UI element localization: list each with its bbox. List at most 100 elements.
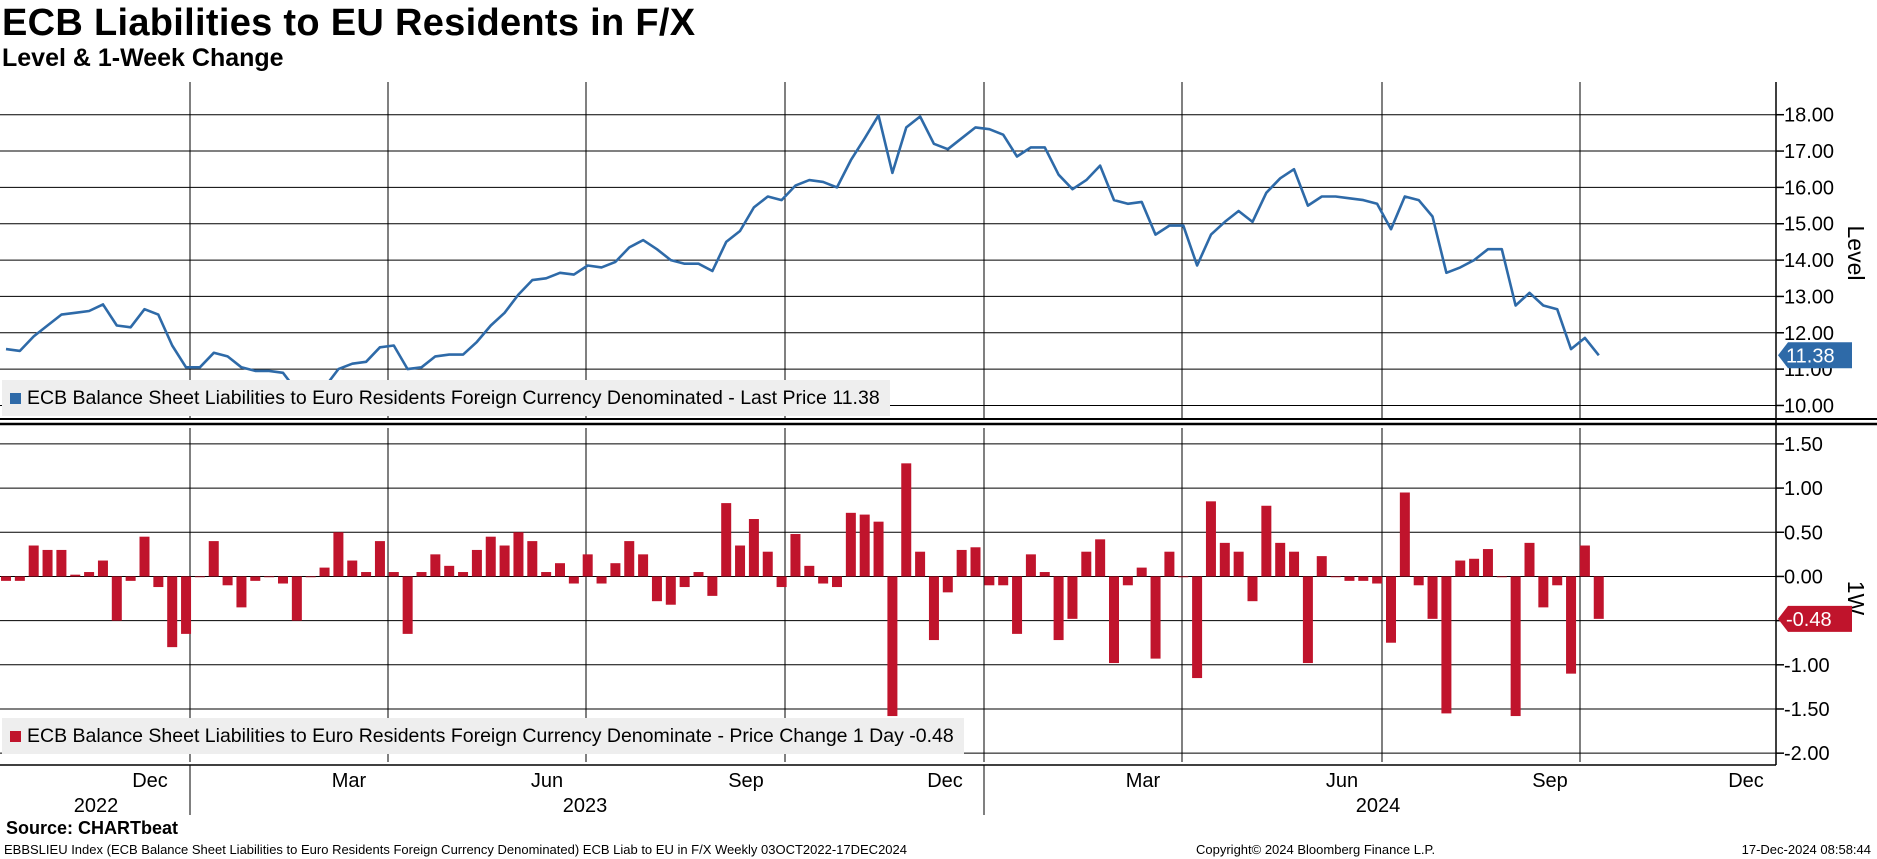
change-legend-label: ECB Balance Sheet Liabilities to Euro Re…: [27, 724, 954, 747]
x-month-label: Dec: [927, 770, 963, 792]
change-bar: [513, 532, 524, 577]
level-axis-tick-label: 16.00: [1784, 177, 1834, 199]
change-bar: [499, 545, 510, 577]
change-bar: [776, 576, 787, 588]
change-bar: [485, 536, 496, 577]
change-bar: [1205, 501, 1216, 577]
change-bar: [333, 532, 344, 577]
change-bar: [1247, 576, 1258, 602]
x-month-label: Dec: [1728, 770, 1764, 792]
footer-timestamp: 17-Dec-2024 08:58:44: [1741, 842, 1871, 857]
x-year-label: 2023: [563, 795, 608, 817]
x-month-label: Sep: [728, 770, 764, 792]
change-legend-swatch: [10, 730, 21, 742]
change-bar: [555, 563, 565, 577]
level-axis-tick-label: 15.00: [1784, 214, 1834, 236]
change-bar: [278, 576, 288, 584]
level-legend: ECB Balance Sheet Liabilities to Euro Re…: [2, 380, 890, 416]
change-bar: [832, 576, 842, 588]
change-bar: [1552, 576, 1563, 586]
change-bar: [527, 541, 538, 577]
level-last-value-tag: 11.38: [1778, 342, 1852, 369]
change-bar: [762, 551, 773, 577]
change-bar: [956, 549, 967, 577]
change-axis-tick-label: 1.50: [1784, 434, 1823, 456]
change-bar: [582, 554, 593, 577]
change-bar: [1164, 551, 1175, 577]
change-bar: [596, 576, 607, 584]
change-bar: [1302, 576, 1313, 664]
level-last-value-tag-text: 11.38: [1786, 345, 1835, 367]
change-last-value-tag-text: -0.48: [1786, 609, 1832, 631]
change-bar: [1233, 551, 1244, 577]
level-axis-tick-label: 14.00: [1784, 250, 1834, 272]
change-bar: [14, 576, 25, 581]
change-bar: [818, 576, 829, 584]
change-bar: [942, 576, 953, 593]
change-bar: [1593, 576, 1604, 619]
level-axis-title: Level: [1843, 226, 1869, 281]
change-bar: [42, 549, 53, 577]
x-month-label: Dec: [132, 770, 168, 792]
footer-copyright: Copyright© 2024 Bloomberg Finance L.P.: [1196, 842, 1436, 857]
change-bar: [1178, 576, 1189, 578]
change-bar: [610, 563, 621, 577]
change-bar: [1566, 576, 1577, 674]
change-bar: [1067, 576, 1078, 619]
x-month-label: Sep: [1532, 770, 1568, 792]
change-bar: [236, 576, 247, 608]
x-year-label: 2022: [74, 795, 119, 817]
change-bar: [1261, 505, 1272, 577]
change-bar: [873, 521, 884, 577]
change-bar: [693, 572, 704, 577]
level-legend-label: ECB Balance Sheet Liabilities to Euro Re…: [27, 386, 880, 409]
change-bar: [471, 549, 482, 577]
change-bar: [1441, 576, 1452, 714]
change-bar: [444, 565, 455, 577]
change-last-value-tag-shape: [1778, 605, 1852, 632]
change-bar: [1275, 542, 1286, 577]
change-bar: [1496, 576, 1507, 578]
change-bar: [901, 463, 912, 577]
level-axis-tick-label: 18.00: [1784, 105, 1834, 127]
change-bar: [208, 541, 219, 577]
change-bar: [1150, 576, 1161, 659]
level-axis-tick-label: 10.00: [1784, 395, 1834, 417]
change-bar: [1012, 576, 1023, 634]
change-bar: [1524, 542, 1535, 577]
change-bar: [735, 545, 746, 577]
change-bar: [1081, 551, 1092, 577]
change-bar: [624, 541, 635, 577]
change-bar: [402, 576, 413, 634]
change-bar: [167, 576, 178, 648]
change-bar: [1039, 572, 1050, 577]
change-bar: [845, 512, 856, 577]
change-bar: [1136, 567, 1147, 577]
change-bar: [194, 576, 205, 578]
change-bar: [319, 567, 330, 577]
change-bar: [84, 572, 95, 577]
change-bar: [748, 519, 759, 577]
level-axis-tick-label: 13.00: [1784, 286, 1834, 308]
change-bar: [1289, 551, 1300, 577]
change-bar: [1219, 542, 1230, 577]
change-bar: [28, 545, 39, 577]
x-month-label: Jun: [531, 770, 563, 792]
change-bar: [250, 576, 261, 581]
change-axis-tick-label: 1.00: [1784, 478, 1823, 500]
change-bar: [1122, 576, 1133, 586]
change-bar: [1192, 576, 1203, 679]
change-bar: [984, 576, 995, 586]
change-bar: [915, 551, 926, 577]
change-bar: [887, 576, 898, 717]
change-bar: [1, 576, 11, 581]
source-note: Source: CHARTbeat: [6, 818, 179, 838]
change-bar: [1109, 576, 1119, 664]
change-bar: [361, 572, 372, 577]
change-legend: ECB Balance Sheet Liabilities to Euro Re…: [2, 718, 964, 754]
change-bar: [568, 576, 579, 584]
change-bar: [859, 514, 870, 577]
change-bar: [416, 572, 427, 577]
change-bar: [125, 576, 136, 581]
change-bar: [970, 547, 981, 577]
